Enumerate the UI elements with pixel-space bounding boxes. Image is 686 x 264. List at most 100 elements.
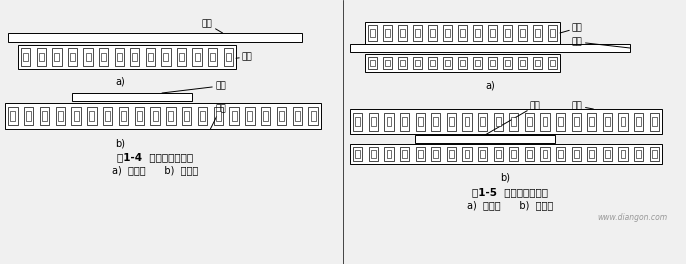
Bar — [26, 111, 31, 121]
Bar — [503, 25, 512, 41]
Text: 初级: 初级 — [236, 53, 252, 62]
Bar — [119, 107, 128, 125]
Bar — [36, 48, 46, 66]
Bar — [350, 109, 662, 134]
Text: 次级: 次级 — [572, 37, 630, 48]
Bar — [430, 29, 435, 37]
Bar — [636, 150, 641, 158]
Bar — [24, 107, 34, 125]
Bar — [462, 147, 472, 161]
Bar — [40, 107, 49, 125]
Bar — [447, 112, 456, 130]
Bar — [355, 150, 360, 158]
Bar — [130, 48, 139, 66]
Bar — [543, 117, 547, 126]
Bar — [58, 111, 62, 121]
Bar — [134, 107, 144, 125]
Text: a): a) — [485, 80, 495, 90]
Bar — [434, 117, 438, 126]
Bar — [402, 150, 407, 158]
Bar — [150, 107, 160, 125]
Bar — [589, 117, 594, 126]
Bar — [21, 48, 30, 66]
Bar — [8, 33, 302, 42]
Bar — [245, 107, 255, 125]
Bar — [276, 107, 286, 125]
Bar — [370, 60, 375, 66]
Bar — [56, 107, 65, 125]
Bar — [475, 60, 480, 66]
Bar — [573, 117, 578, 126]
Bar — [550, 29, 555, 37]
Bar — [478, 112, 487, 130]
Bar — [54, 53, 60, 62]
Bar — [400, 112, 410, 130]
Bar — [192, 48, 202, 66]
Bar — [618, 147, 628, 161]
Bar — [52, 48, 62, 66]
Bar — [132, 53, 137, 62]
Bar — [413, 25, 422, 41]
Bar — [103, 107, 113, 125]
Bar — [415, 60, 420, 66]
Bar — [39, 53, 44, 62]
Bar — [311, 111, 316, 121]
Text: b): b) — [115, 138, 125, 148]
Bar — [263, 111, 268, 121]
Bar — [541, 112, 549, 130]
Bar — [636, 117, 641, 126]
Bar — [535, 29, 540, 37]
Bar — [169, 111, 174, 121]
Bar — [163, 53, 168, 62]
Bar — [605, 150, 610, 158]
Text: www.diangon.com: www.diangon.com — [597, 213, 667, 222]
Bar — [23, 53, 28, 62]
Bar — [496, 150, 501, 158]
Bar — [480, 150, 485, 158]
Text: 图1-5  双边型直线电机: 图1-5 双边型直线电机 — [472, 187, 548, 197]
Bar — [292, 107, 302, 125]
Bar — [541, 147, 549, 161]
Bar — [400, 29, 405, 37]
Bar — [70, 53, 75, 62]
Bar — [115, 48, 124, 66]
Text: a)  短初级      b)  短次级: a) 短初级 b) 短次级 — [112, 165, 198, 175]
Bar — [511, 117, 517, 126]
Bar — [443, 56, 452, 69]
Bar — [573, 150, 578, 158]
Bar — [368, 112, 378, 130]
Text: 初级: 初级 — [211, 105, 226, 129]
Bar — [431, 147, 440, 161]
Bar — [478, 147, 487, 161]
Bar — [350, 144, 662, 164]
Bar — [71, 107, 81, 125]
Bar — [365, 54, 560, 72]
Bar — [400, 147, 410, 161]
Bar — [198, 107, 207, 125]
Bar — [634, 112, 643, 130]
Bar — [229, 107, 239, 125]
Bar — [295, 111, 300, 121]
Text: a)  短初级      b)  短次级: a) 短初级 b) 短次级 — [467, 200, 553, 210]
Bar — [309, 107, 318, 125]
Text: 次级: 次级 — [485, 101, 541, 135]
Bar — [589, 150, 594, 158]
Bar — [525, 112, 534, 130]
Bar — [445, 29, 450, 37]
Bar — [350, 44, 630, 52]
Bar — [652, 150, 657, 158]
Bar — [42, 111, 47, 121]
Bar — [430, 60, 435, 66]
Bar — [416, 147, 425, 161]
Bar — [652, 117, 657, 126]
Bar — [384, 147, 394, 161]
Bar — [177, 48, 186, 66]
Bar — [261, 107, 270, 125]
Bar — [117, 53, 121, 62]
Bar — [475, 29, 480, 37]
Bar — [8, 107, 18, 125]
Bar — [445, 60, 450, 66]
Bar — [371, 150, 376, 158]
Bar — [121, 111, 126, 121]
Bar — [505, 29, 510, 37]
